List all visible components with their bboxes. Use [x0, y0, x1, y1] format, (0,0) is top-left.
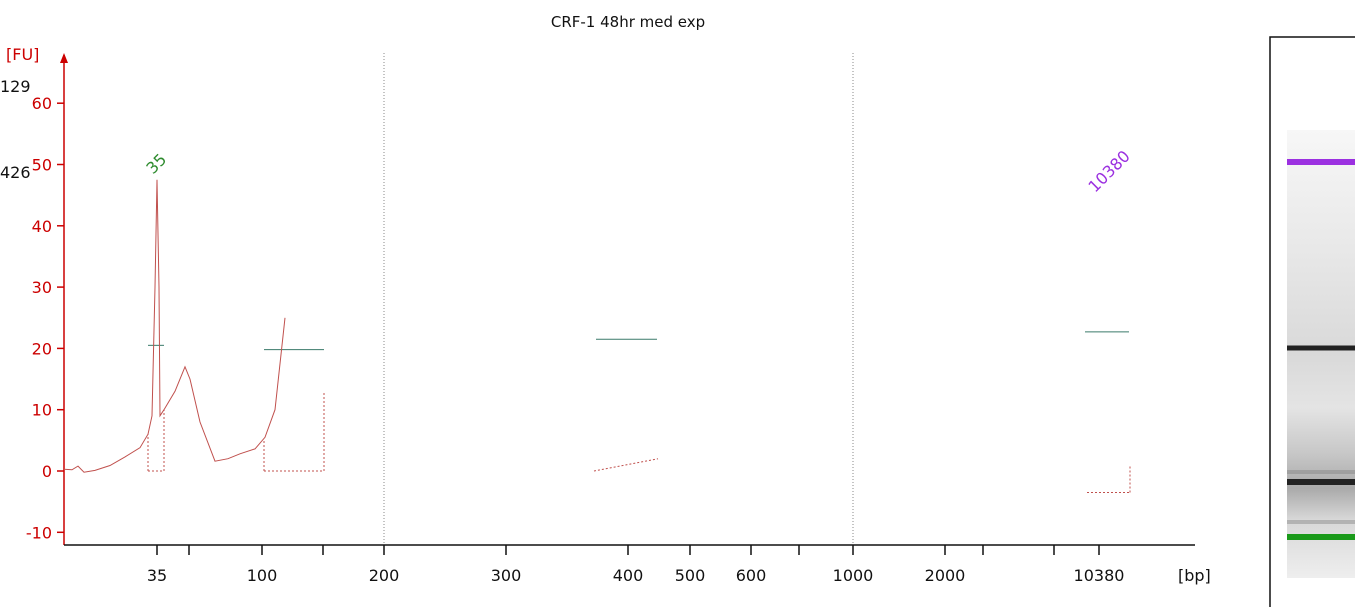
y-axis-label: [FU]: [6, 45, 39, 64]
chart-title: CRF-1 48hr med exp: [551, 13, 705, 31]
x-axis: 35 100 200 300 400 500 600 1000 2000 10380: [64, 544, 1195, 585]
y-tick-label: 20: [32, 339, 52, 358]
x-tick-label: 35: [147, 566, 167, 585]
x-tick-label: 2000: [925, 566, 966, 585]
x-tick-label: 100: [247, 566, 278, 585]
x-tick-label: 500: [675, 566, 706, 585]
x-axis-label: [bp]: [1178, 566, 1211, 585]
gel-band-426: [1287, 345, 1355, 351]
gel-upper-marker: [1287, 159, 1355, 165]
peak-baselines: [147, 331, 1131, 493]
gel-lower-marker: [1287, 534, 1355, 540]
peak-labels: 35 129 426 10380: [0, 77, 1134, 196]
y-axis-arrow: [60, 53, 68, 63]
peak-baseline: [593, 458, 659, 472]
gridlines: [383, 53, 854, 545]
y-tick-label: -10: [26, 523, 52, 542]
x-tick-label: 1000: [833, 566, 874, 585]
y-tick-label: 50: [32, 156, 52, 175]
peak-label-10380: 10380: [1084, 147, 1133, 196]
y-tick-label: 0: [42, 462, 52, 481]
gel-band-129: [1287, 479, 1355, 485]
gel-lane-fill: [1287, 130, 1355, 578]
y-tick-label: 60: [32, 94, 52, 113]
y-axis: -10 0 10 20 30 40 50 60: [26, 53, 68, 545]
x-tick-label: 10380: [1074, 566, 1125, 585]
gel-lane: [1269, 36, 1355, 607]
y-tick-label: 40: [32, 217, 52, 236]
peak-label-35: 35: [142, 150, 170, 178]
x-tick-label: 200: [369, 566, 400, 585]
y-tick-label: 30: [32, 278, 52, 297]
x-tick-label: 300: [491, 566, 522, 585]
series-trace: [63, 179, 286, 473]
gel-smear: [1287, 470, 1355, 474]
peak-label-426: 426: [0, 163, 31, 182]
peak-label-129: 129: [0, 77, 31, 96]
x-tick-label: 400: [613, 566, 644, 585]
y-tick-label: 10: [32, 401, 52, 420]
x-tick-label: 600: [736, 566, 767, 585]
gel-smear: [1287, 520, 1355, 524]
